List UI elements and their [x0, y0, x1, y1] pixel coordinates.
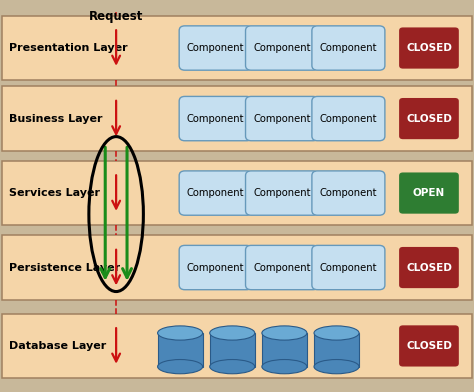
Text: Component: Component	[253, 188, 311, 198]
Text: Request: Request	[89, 10, 143, 23]
Text: Component: Component	[319, 114, 377, 123]
FancyBboxPatch shape	[314, 333, 359, 367]
FancyBboxPatch shape	[157, 333, 202, 367]
Text: Persistence Layer: Persistence Layer	[9, 263, 120, 272]
Ellipse shape	[210, 326, 255, 340]
FancyBboxPatch shape	[312, 245, 385, 290]
Text: Component: Component	[319, 263, 377, 272]
FancyBboxPatch shape	[399, 98, 459, 139]
Text: Component: Component	[319, 43, 377, 53]
FancyBboxPatch shape	[2, 314, 472, 378]
Text: Database Layer: Database Layer	[9, 341, 107, 351]
Text: CLOSED: CLOSED	[406, 114, 452, 123]
Text: Presentation Layer: Presentation Layer	[9, 43, 128, 53]
Text: Component: Component	[187, 188, 245, 198]
Ellipse shape	[157, 359, 202, 374]
Text: Component: Component	[187, 263, 245, 272]
Text: CLOSED: CLOSED	[406, 341, 452, 351]
FancyBboxPatch shape	[179, 26, 252, 70]
Text: Component: Component	[253, 114, 311, 123]
FancyBboxPatch shape	[312, 96, 385, 141]
Ellipse shape	[314, 359, 359, 374]
FancyBboxPatch shape	[312, 26, 385, 70]
Ellipse shape	[262, 326, 307, 340]
FancyBboxPatch shape	[210, 333, 255, 367]
FancyBboxPatch shape	[399, 325, 459, 367]
FancyBboxPatch shape	[399, 172, 459, 214]
Ellipse shape	[157, 326, 202, 340]
Text: Component: Component	[253, 263, 311, 272]
FancyBboxPatch shape	[399, 27, 459, 69]
Text: Component: Component	[253, 43, 311, 53]
Text: CLOSED: CLOSED	[406, 43, 452, 53]
FancyBboxPatch shape	[399, 247, 459, 288]
Text: CLOSED: CLOSED	[406, 263, 452, 272]
Ellipse shape	[210, 359, 255, 374]
Text: Business Layer: Business Layer	[9, 114, 103, 123]
Text: OPEN: OPEN	[413, 188, 445, 198]
FancyBboxPatch shape	[246, 26, 319, 70]
Text: Component: Component	[187, 43, 245, 53]
Ellipse shape	[262, 359, 307, 374]
FancyBboxPatch shape	[246, 245, 319, 290]
FancyBboxPatch shape	[262, 333, 307, 367]
FancyBboxPatch shape	[179, 245, 252, 290]
Text: Component: Component	[319, 188, 377, 198]
FancyBboxPatch shape	[312, 171, 385, 215]
FancyBboxPatch shape	[246, 96, 319, 141]
FancyBboxPatch shape	[2, 86, 472, 151]
Ellipse shape	[314, 326, 359, 340]
Text: Component: Component	[187, 114, 245, 123]
FancyBboxPatch shape	[179, 96, 252, 141]
FancyBboxPatch shape	[2, 161, 472, 225]
FancyBboxPatch shape	[179, 171, 252, 215]
FancyBboxPatch shape	[246, 171, 319, 215]
FancyBboxPatch shape	[2, 16, 472, 80]
FancyBboxPatch shape	[2, 235, 472, 300]
Text: Services Layer: Services Layer	[9, 188, 100, 198]
